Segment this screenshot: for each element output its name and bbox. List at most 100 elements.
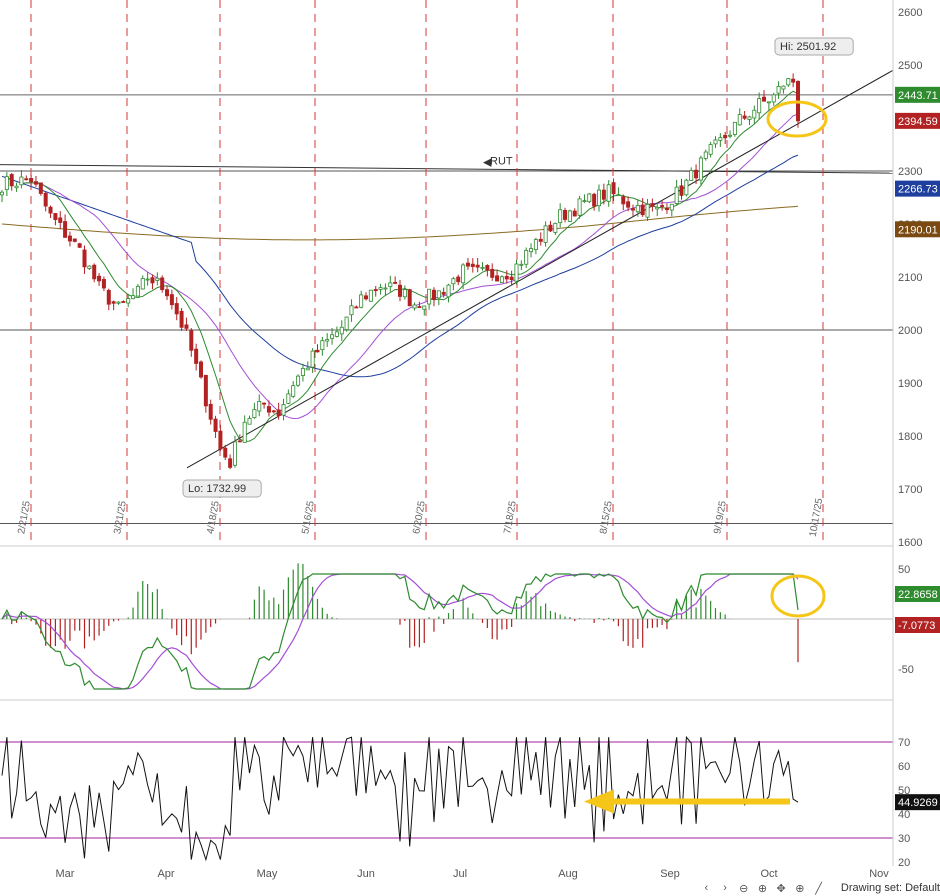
candle-up <box>732 121 737 135</box>
zoom-in-icon[interactable]: ⊕ <box>757 882 768 895</box>
candle-down <box>237 440 242 443</box>
candle-up <box>145 278 150 281</box>
price-tag-text: 2443.71 <box>898 90 938 102</box>
candle-down <box>24 178 29 181</box>
price-tick-label: 1800 <box>898 431 922 443</box>
macd-value-text: -7.0773 <box>898 620 935 632</box>
month-label: Mar <box>56 868 75 880</box>
candle-down <box>101 279 106 289</box>
candle-down <box>364 295 369 300</box>
candle-up <box>0 191 4 196</box>
candle-down <box>203 375 208 407</box>
candle-down <box>456 276 461 283</box>
candle-down <box>621 196 626 205</box>
candle-down <box>490 268 495 278</box>
candle-up <box>771 94 776 103</box>
callout-text: Hi: 2501.92 <box>780 41 836 53</box>
macd-value-tag <box>895 617 940 633</box>
candle-up <box>388 282 393 287</box>
candle-up <box>713 139 718 145</box>
candle-down <box>160 277 165 291</box>
candle-up <box>247 418 252 425</box>
macd-signal-line <box>1 573 799 690</box>
status-bar: ‹ › ⊖ ⊕ ✥ ⊕ ╱ Drawing set: Default <box>700 880 940 896</box>
candle-up <box>14 185 19 189</box>
candle-down <box>470 263 475 267</box>
price-tag-text: 2394.59 <box>898 116 938 128</box>
date-marker-label: 7/18/25 <box>502 500 519 535</box>
candle-up <box>655 206 660 210</box>
macd-value-text: 22.8658 <box>898 589 938 601</box>
rsi-tick-label: 50 <box>898 785 910 797</box>
candle-down <box>53 213 58 221</box>
candle-up <box>232 441 237 466</box>
high-callout: Hi: 2501.92 <box>774 37 854 56</box>
candle-down <box>213 418 218 432</box>
candle-up <box>320 340 325 351</box>
arrow-left-icon[interactable]: ‹ <box>704 882 709 894</box>
candle-down <box>762 96 767 102</box>
date-marker-label: 8/15/25 <box>598 500 615 535</box>
zoom-out-icon[interactable]: ⊖ <box>739 882 749 895</box>
candle-down <box>397 284 402 297</box>
candle-down <box>592 193 597 207</box>
candle-up <box>242 421 247 443</box>
candle-up <box>635 205 640 213</box>
candle-down <box>58 217 63 223</box>
candle-down <box>169 294 174 306</box>
candle-down <box>228 458 233 468</box>
candle-up <box>383 287 388 290</box>
candle-up <box>19 176 24 186</box>
candle-up <box>359 294 364 308</box>
candle-down <box>63 221 68 238</box>
candle-down <box>194 348 199 364</box>
date-marker-label: 3/21/25 <box>112 500 129 535</box>
draw-icon[interactable]: ╱ <box>815 882 822 895</box>
rsi-value-tag <box>895 794 940 811</box>
candle-up <box>543 225 548 243</box>
candle-down <box>509 276 514 281</box>
price-tick-label: 2300 <box>898 166 922 178</box>
candle-up <box>645 203 650 218</box>
candle-down <box>441 291 446 295</box>
price-tick-label: 2100 <box>898 272 922 284</box>
candle-up <box>422 305 427 310</box>
candle-up <box>286 393 291 404</box>
price-tick-label: 2000 <box>898 325 922 337</box>
candle-down <box>33 181 38 185</box>
rut-reference-line <box>0 164 894 174</box>
callout-text: Lo: 1732.99 <box>188 483 246 495</box>
candle-up <box>461 264 466 284</box>
candle-down <box>97 275 102 282</box>
arrow-right-icon[interactable]: › <box>723 882 727 894</box>
candle-up <box>781 85 786 90</box>
candle-down <box>266 406 271 413</box>
candle-down <box>77 243 82 248</box>
low-callout: Lo: 1732.99 <box>182 479 262 498</box>
price-tag-text: 2190.01 <box>898 224 938 236</box>
candle-down <box>184 324 189 329</box>
ma-mid-line <box>21 113 799 420</box>
candle-down <box>611 182 616 195</box>
arrow-left-icon <box>584 789 614 814</box>
candle-up <box>330 334 335 339</box>
crosshair-icon[interactable]: ⊕ <box>795 882 805 895</box>
price-tag-text: 2266.73 <box>898 184 938 196</box>
rsi-tick-label: 70 <box>898 737 910 749</box>
time-axis: Mar Apr May Jun Jul Aug Sep Oct Nov <box>56 0 894 880</box>
month-label: Jul <box>453 868 467 880</box>
candle-up <box>718 137 723 141</box>
candle-up <box>776 86 781 94</box>
candle-down <box>417 306 422 308</box>
candle-down <box>82 249 87 268</box>
candle-up <box>533 239 538 251</box>
pan-icon[interactable]: ✥ <box>776 882 786 895</box>
candle-up <box>339 326 344 335</box>
candle-up <box>529 248 534 253</box>
candle-up <box>698 157 703 181</box>
candle-down <box>29 178 34 183</box>
candle-down <box>111 301 116 304</box>
price-tag <box>895 221 940 238</box>
candle-up <box>436 290 441 299</box>
